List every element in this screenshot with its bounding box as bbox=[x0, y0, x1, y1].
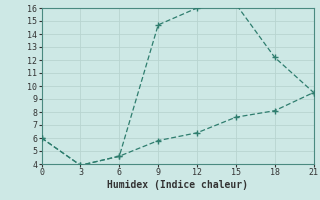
X-axis label: Humidex (Indice chaleur): Humidex (Indice chaleur) bbox=[107, 180, 248, 190]
